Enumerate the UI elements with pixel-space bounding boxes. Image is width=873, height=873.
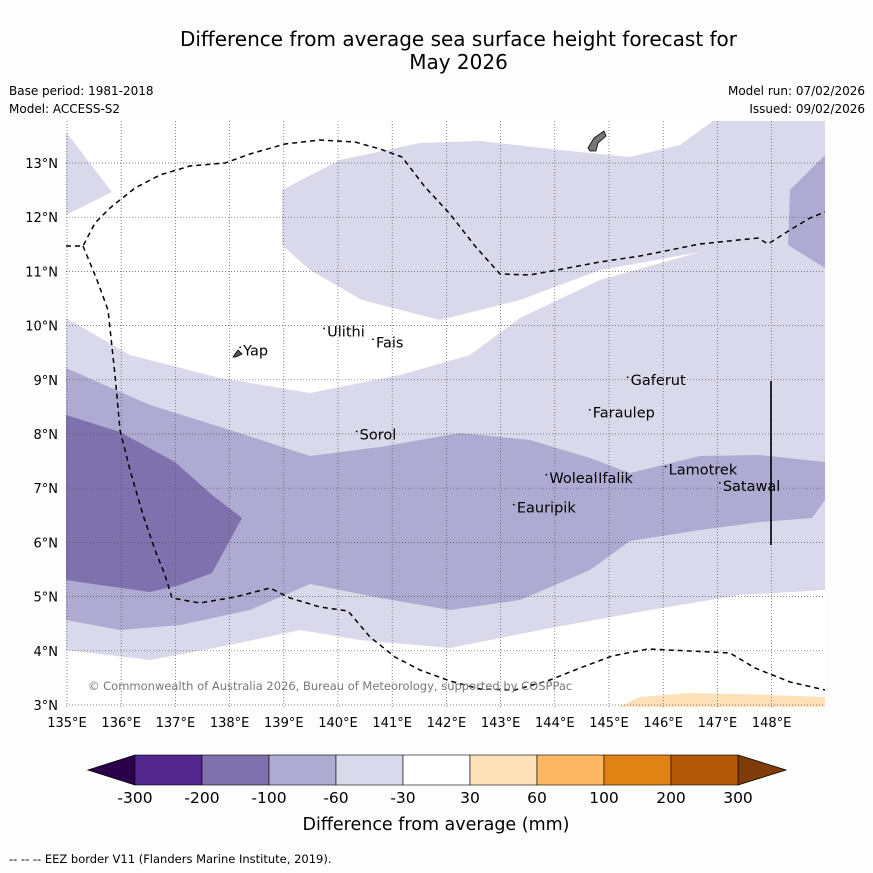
x-tick-label: 146°E — [643, 716, 683, 731]
x-tick-label: 138°E — [210, 716, 250, 731]
x-tick-label: 135°E — [47, 716, 87, 731]
model-run: Model run: 07/02/2026 — [727, 84, 865, 98]
x-tick-label: 142°E — [427, 716, 467, 731]
place-label: Woleai — [549, 471, 597, 487]
place-label: Fais — [376, 335, 403, 351]
place-label: Lamotrek — [669, 463, 738, 479]
x-tick-label: 139°E — [264, 716, 304, 731]
anomaly-region-medium — [66, 368, 825, 630]
base-period: Base period: 1981-2018 — [9, 84, 154, 98]
x-tick-label: 148°E — [752, 716, 792, 731]
x-tick-label: 147°E — [698, 716, 738, 731]
place-label: Gaferut — [631, 373, 686, 389]
x-tick-label: 137°E — [156, 716, 196, 731]
place-marker — [626, 376, 629, 379]
place-marker — [718, 482, 721, 484]
colorbar-under-arrow — [86, 754, 136, 786]
colorbar-tick-label: 60 — [527, 789, 547, 807]
y-tick-label: 12°N — [25, 211, 58, 226]
place-label: Faraulep — [593, 406, 655, 422]
colorbar-tick-label: -300 — [117, 789, 152, 807]
anomaly-region-light-north — [282, 121, 825, 320]
place-marker — [588, 408, 591, 411]
colorbar-segment — [268, 754, 337, 786]
anomaly-region-positive — [618, 693, 825, 707]
place-marker — [372, 338, 374, 341]
colorbar-over-arrow — [737, 754, 788, 786]
colorbar-segment — [603, 754, 672, 786]
axis-ticks: 135°E 136°E 137°E 138°E 139°E 140°E 141°E 142°E… — [25, 157, 791, 731]
place-marker — [512, 503, 515, 506]
place-marker — [594, 473, 597, 476]
place-label: Yap — [242, 343, 268, 359]
eez-border — [66, 139, 825, 691]
place-label: Satawal — [723, 479, 780, 495]
y-tick-label: 9°N — [34, 374, 59, 389]
y-tick-label: 6°N — [34, 536, 59, 551]
colorbar-segment — [469, 754, 538, 786]
colorbar-segment — [536, 754, 605, 786]
place-label: Sorol — [360, 427, 397, 443]
title-line-2: May 2026 — [409, 50, 508, 74]
title-line-1: Difference from average sea surface heig… — [179, 27, 738, 51]
colorbar-segment — [335, 754, 404, 786]
x-tick-label: 144°E — [535, 716, 575, 731]
copyright-text: © Commonwealth of Australia 2026, Bureau… — [88, 679, 572, 693]
x-tick-label: 145°E — [589, 716, 629, 731]
graticule — [66, 121, 825, 707]
colorbar-tick-label: -60 — [323, 789, 348, 807]
colorbar-segment — [670, 754, 739, 786]
model-name: Model: ACCESS-S2 — [9, 102, 121, 116]
colorbar-tick-label: 100 — [589, 789, 619, 807]
y-tick-label: 7°N — [34, 482, 59, 497]
colorbar-tick-label: -30 — [390, 789, 415, 807]
chart-title: Difference from average sea surface heig… — [0, 28, 873, 74]
x-tick-label: 143°E — [481, 716, 521, 731]
issued-date: Issued: 09/02/2026 — [749, 102, 865, 116]
colorbar-segment — [201, 754, 270, 786]
meta-left: Base period: 1981-2018 Model: ACCESS-S2 — [9, 82, 154, 118]
anomaly-region-light-nw — [66, 132, 112, 215]
place-labels: Yap Ulithi Fais Sorol Gaferut Faraulep Woleai I… — [239, 324, 780, 517]
colorbar-tick-label: 300 — [723, 789, 753, 807]
colorbar-tick-label: -200 — [184, 789, 219, 807]
eez-legend-note: -- -- -- EEZ border V11 (Flanders Marine… — [9, 852, 332, 866]
y-tick-label: 5°N — [34, 591, 59, 606]
colorbar-tick-label: 30 — [460, 789, 480, 807]
place-marker — [239, 346, 242, 349]
colorbar: -300 -200 -100 -60 -30 30 60 100 200 300 Differenc… — [86, 754, 788, 835]
meta-right: Model run: 07/02/2026 Issued: 09/02/2026 — [728, 82, 865, 118]
colorbar-label: Difference from average (mm) — [302, 815, 569, 835]
colorbar-segment — [402, 754, 471, 786]
x-tick-label: 136°E — [101, 716, 141, 731]
yap-island — [232, 349, 243, 358]
y-tick-label: 8°N — [34, 428, 59, 443]
place-label: Eauripik — [517, 501, 576, 517]
place-label: Ifalik — [598, 471, 633, 487]
place-marker — [545, 473, 548, 476]
anomaly-fields — [66, 121, 825, 707]
x-tick-label: 141°E — [372, 716, 412, 731]
colorbar-segment — [134, 754, 203, 786]
anomaly-region-strong — [66, 415, 242, 592]
place-marker — [323, 327, 326, 330]
y-tick-label: 10°N — [25, 320, 58, 335]
y-tick-label: 3°N — [34, 699, 59, 714]
place-label: Ulithi — [327, 324, 365, 340]
anomaly-region-medium-ne — [788, 155, 825, 268]
y-tick-label: 13°N — [25, 157, 58, 172]
y-tick-label: 11°N — [25, 265, 58, 280]
eez-line-north — [66, 139, 825, 276]
guam-island — [587, 130, 607, 152]
y-tick-label: 4°N — [34, 645, 59, 660]
place-marker — [355, 430, 358, 433]
x-tick-label: 140°E — [318, 716, 358, 731]
place-marker — [664, 465, 667, 468]
colorbar-tick-label: -100 — [251, 789, 286, 807]
colorbar-tick-label: 200 — [656, 789, 686, 807]
